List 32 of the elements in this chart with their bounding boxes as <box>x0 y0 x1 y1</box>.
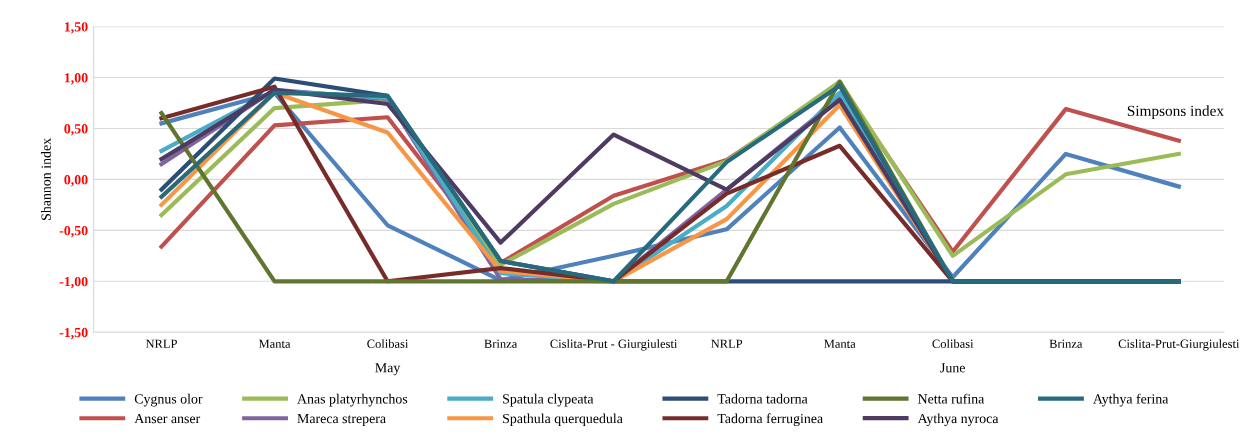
x-tick-label: Cislita-Prut-Giurgiulesti <box>1118 339 1240 351</box>
y-axis-title: Shannon index <box>41 138 51 220</box>
legend-label: Cygnus olor <box>134 393 203 407</box>
y-tick-label: -1,50 <box>59 327 88 340</box>
legend-label: Netta rufina <box>917 393 985 404</box>
x-tick-label: NRLP <box>711 339 743 348</box>
y-tick-label: -1,00 <box>59 276 88 289</box>
y-tick-label: 0,00 <box>64 175 88 187</box>
x-tick-label: Colibasi <box>932 339 974 348</box>
x-tick-label: Manta <box>824 339 856 348</box>
y-tick-label: 1,00 <box>64 73 88 85</box>
legend-label: Anser anser <box>134 413 201 424</box>
legend-label: Spathula querquedula <box>503 413 623 427</box>
text: June <box>940 363 965 373</box>
legend-label: Tadorna ferruginea <box>717 413 823 427</box>
annotation: Simpsons index <box>1127 105 1224 120</box>
x-tick-label: Manta <box>258 339 291 348</box>
legend-label: Anas platyrhynchos <box>297 393 408 407</box>
legend-label: Tadorna tadorna <box>717 393 808 404</box>
x-tick-label: Colibasi <box>367 339 409 348</box>
y-tick-label: -0,50 <box>59 225 88 238</box>
legend-label: Aythya nyroca <box>917 413 999 427</box>
x-tick-label: Brinza <box>484 339 518 348</box>
text: May <box>375 363 401 376</box>
x-tick-label: NRLP <box>145 339 177 348</box>
y-tick-label: 0,50 <box>64 124 88 136</box>
legend-label: Mareca strepera <box>297 414 386 427</box>
legend-label: Aythya ferina <box>1093 393 1169 407</box>
x-tick-label: Brinza <box>1049 339 1083 348</box>
x-tick-label: Cislita-Prut - Giurgiulesti <box>550 339 678 351</box>
y-tick-label: 1,50 <box>64 22 88 34</box>
legend-label: Spatula clypeata <box>503 393 594 407</box>
